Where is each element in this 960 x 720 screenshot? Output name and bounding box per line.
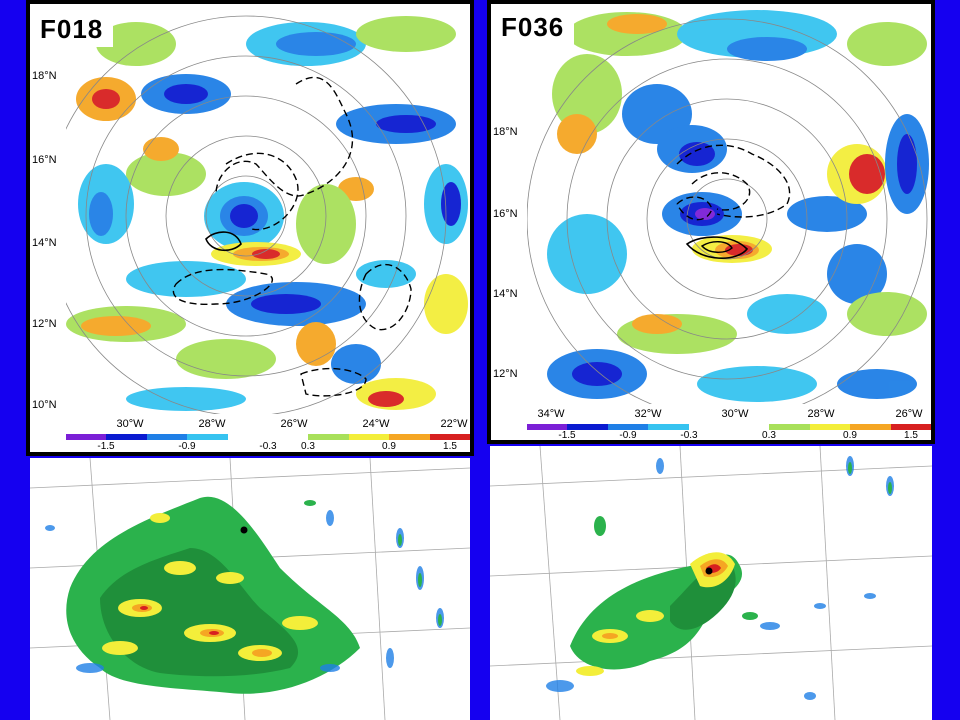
- left-lat-label-2: 16°N: [32, 154, 57, 166]
- left-map-area: 18°N 16°N 14°N 12°N 10°N 30°W 28°W 26°W …: [30, 4, 471, 452]
- left-lon-label-3: 26°W: [280, 418, 308, 430]
- left-lon-label-5: 22°W: [440, 418, 468, 430]
- right-cbar-tick-3: -0.3: [680, 430, 698, 441]
- right-top-panel: 18°N 16°N 14°N 12°N 34°W 32°W 30°W 28°W …: [487, 0, 935, 444]
- right-lon-label-3: 30°W: [721, 408, 749, 420]
- right-vorticity-map: [527, 4, 931, 404]
- left-lat-label-4: 12°N: [32, 318, 57, 330]
- left-top-panel: 18°N 16°N 14°N 12°N 10°N 30°W 28°W 26°W …: [26, 0, 474, 456]
- right-lat-label-3: 14°N: [493, 288, 518, 300]
- left-radar-svg: [30, 458, 470, 720]
- right-lon-label-1: 34°W: [537, 408, 565, 420]
- left-lon-label-4: 24°W: [362, 418, 390, 430]
- left-cbar-tick-4: 0.3: [301, 441, 315, 452]
- right-lon-label-5: 26°W: [895, 408, 923, 420]
- right-cbar-tick-2: -0.9: [619, 430, 637, 441]
- left-radar-image: [30, 458, 470, 720]
- right-cbar-tick-6: 1.5: [904, 430, 918, 441]
- left-cbar-tick-2: -0.9: [178, 441, 196, 452]
- left-colorbar: [66, 434, 471, 440]
- left-lon-label-1: 30°W: [116, 418, 144, 430]
- right-lat-label-1: 18°N: [493, 126, 518, 138]
- left-lat-label-1: 18°N: [32, 70, 57, 82]
- left-cbar-tick-6: 1.5: [443, 441, 457, 452]
- left-frame-label: F018: [30, 10, 114, 47]
- right-radar-svg: [490, 446, 932, 720]
- right-lat-label-4: 12°N: [493, 368, 518, 380]
- right-lat-label-2: 16°N: [493, 208, 518, 220]
- right-cbar-tick-1: -1.5: [558, 430, 576, 441]
- left-cbar-tick-1: -1.5: [97, 441, 115, 452]
- right-cbar-tick-5: 0.9: [843, 430, 857, 441]
- left-lon-label-2: 28°W: [198, 418, 226, 430]
- right-colorbar: [527, 424, 932, 430]
- left-lat-label-5: 10°N: [32, 399, 57, 411]
- right-map-area: 18°N 16°N 14°N 12°N 34°W 32°W 30°W 28°W …: [491, 4, 932, 441]
- left-cbar-tick-3: -0.3: [259, 441, 277, 452]
- left-lat-label-3: 14°N: [32, 237, 57, 249]
- right-cbar-tick-4: 0.3: [762, 430, 776, 441]
- left-cbar-tick-5: 0.9: [382, 441, 396, 452]
- right-radar-image: [490, 446, 932, 720]
- left-vorticity-map: [66, 4, 470, 414]
- right-frame-label: F036: [491, 8, 575, 45]
- right-lon-label-2: 32°W: [634, 408, 662, 420]
- right-lon-label-4: 28°W: [807, 408, 835, 420]
